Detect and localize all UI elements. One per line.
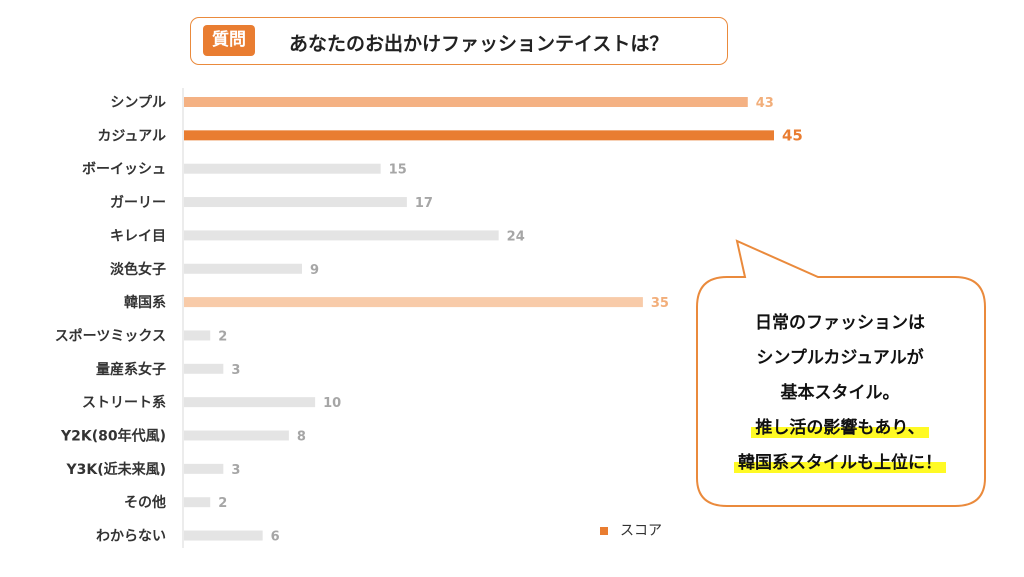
value-label: 17 xyxy=(415,196,433,211)
callout-highlight-line: 推し活の影響もあり、 xyxy=(751,418,929,438)
category-label: キレイ目 xyxy=(110,228,166,244)
callout-line: 基本スタイル。 xyxy=(780,383,900,403)
value-label: 10 xyxy=(323,396,341,411)
callout-shape xyxy=(696,239,986,507)
callout-line: 日常のファッションは xyxy=(755,313,925,333)
question-text: あなたのお出かけファッションテイストは？ xyxy=(289,33,669,55)
bar xyxy=(184,397,316,408)
callout-highlight-line: 韓国系スタイルも上位に！ xyxy=(734,453,946,473)
category-label: ガーリー xyxy=(110,195,166,211)
legend-label: スコア xyxy=(620,523,662,539)
value-label: 35 xyxy=(651,296,669,311)
category-label: 淡色女子 xyxy=(110,261,166,278)
value-label: 45 xyxy=(782,126,803,144)
bar xyxy=(184,97,748,107)
value-label: 2 xyxy=(218,496,227,511)
value-label: 15 xyxy=(389,163,407,178)
callout-text: 日常のファッションは シンプルカジュアルが 基本スタイル。 推し活の影響もあり、… xyxy=(700,306,980,481)
category-label: 韓国系 xyxy=(124,294,166,311)
category-label: Y2K(80年代風) xyxy=(60,428,166,445)
bar xyxy=(184,130,774,141)
category-label: ストリート系 xyxy=(82,394,166,411)
question-badge: 質問 xyxy=(203,25,255,56)
bar xyxy=(184,230,499,241)
category-label: ボーイッシュ xyxy=(82,162,166,178)
legend-swatch xyxy=(600,527,608,535)
bar xyxy=(184,463,224,474)
bar xyxy=(184,263,302,274)
category-label: カジュアル xyxy=(97,128,166,144)
value-label: 2 xyxy=(218,329,227,344)
category-label: Y3K(近未来風) xyxy=(65,461,166,478)
category-label: 量産系女子 xyxy=(96,361,166,378)
category-label: その他 xyxy=(124,494,166,511)
value-label: 3 xyxy=(231,463,240,478)
value-label: 3 xyxy=(231,363,240,378)
bar xyxy=(184,197,407,208)
value-label: 9 xyxy=(310,263,319,278)
category-label: シンプル xyxy=(110,95,166,111)
category-label: わからない xyxy=(96,529,166,545)
bar xyxy=(184,430,289,441)
category-label: スポーツミックス xyxy=(55,327,166,344)
value-label: 43 xyxy=(756,96,774,111)
bar xyxy=(184,530,263,541)
value-label: 24 xyxy=(507,229,525,244)
callout-line: シンプルカジュアルが xyxy=(756,348,924,368)
question-header: 質問 あなたのお出かけファッションテイストは？ xyxy=(190,17,728,65)
chart-legend: スコア xyxy=(600,520,662,540)
bar xyxy=(184,330,211,341)
bar xyxy=(184,297,643,308)
bar xyxy=(184,363,224,374)
value-label: 8 xyxy=(297,430,306,445)
bar xyxy=(184,497,211,508)
bar xyxy=(184,163,381,174)
value-label: 6 xyxy=(271,530,280,545)
